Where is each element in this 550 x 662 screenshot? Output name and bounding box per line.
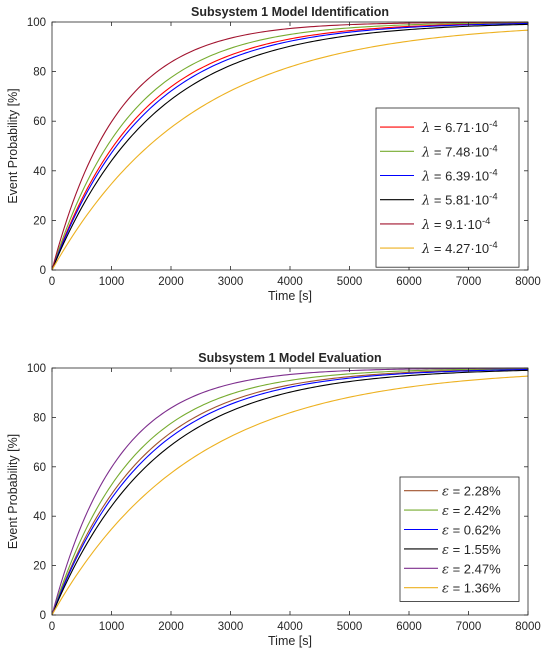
chart-1: 0 1000 2000 3000 4000 5000 6000 7000 8000 0 20 40 60… — [6, 5, 541, 303]
legend-entry-6: λ = 4.27·10-4 — [421, 240, 498, 257]
y-tick-label: 20 — [33, 561, 46, 573]
x-tick-label: 7000 — [456, 276, 482, 288]
y-tick-label: 60 — [33, 462, 46, 474]
series-line-2 — [51, 368, 529, 616]
x-tick-label: 8000 — [515, 276, 541, 288]
legend-entry-5: ε = 2.47% — [442, 561, 501, 577]
series-line-4 — [51, 23, 529, 271]
legend-entry-3: ε = 0.62% — [442, 523, 501, 539]
series-line-5 — [51, 367, 529, 616]
x-tick-label: 3000 — [218, 621, 244, 633]
legend-box — [399, 476, 520, 602]
x-tick-label: 6000 — [396, 276, 422, 288]
legend: ε = 2.28% ε = 2.42% ε = 0.62% ε = 1.55% ε = … — [399, 476, 520, 602]
chart-2: 0 1000 2000 3000 4000 5000 6000 7000 8000 0 20 40 60… — [6, 351, 541, 648]
x-axis-label: Time [s] — [268, 634, 312, 648]
x-tick-label: 0 — [49, 621, 55, 633]
legend: λ = 6.71·10-4 λ = 7.48·10-4 λ = 6.39·10-4 λ… — [375, 107, 520, 268]
series-line-5 — [51, 21, 529, 271]
y-tick-label: 100 — [27, 363, 46, 375]
series-line-2 — [51, 22, 529, 271]
legend-entry-1: λ = 6.71·10-4 — [421, 119, 498, 136]
legend-entry-5: λ = 9.1·10-4 — [421, 216, 490, 233]
legend-entry-3: λ = 6.39·10-4 — [421, 168, 498, 185]
legend-entry-1: ε = 2.28% — [442, 484, 501, 500]
x-tick-label: 1000 — [99, 621, 125, 633]
legend-box — [375, 107, 520, 268]
legend-entry-2: λ = 7.48·10-4 — [421, 143, 498, 160]
x-tick-label: 2000 — [158, 276, 184, 288]
x-tick-label: 4000 — [277, 276, 303, 288]
series-line-6 — [51, 375, 529, 616]
series-line-3 — [51, 368, 529, 616]
series-line-4 — [51, 369, 529, 616]
y-tick-label: 40 — [33, 511, 46, 523]
y-tick-label: 40 — [33, 166, 46, 178]
y-tick-label: 0 — [40, 265, 46, 277]
legend-entry-4: λ = 5.81·10-4 — [421, 192, 498, 209]
x-tick-label: 5000 — [337, 276, 363, 288]
x-tick-label: 2000 — [158, 621, 184, 633]
y-axis-label: Event Probability [%] — [6, 434, 20, 549]
x-tick-label: 1000 — [99, 276, 125, 288]
series-line-6 — [51, 29, 529, 271]
x-axis-label: Time [s] — [268, 289, 312, 303]
y-tick-label: 100 — [27, 17, 46, 29]
series-lines — [51, 367, 529, 616]
series-line-1 — [51, 22, 529, 271]
series-lines — [51, 21, 529, 271]
x-tick-label: 4000 — [277, 621, 303, 633]
y-axis-label: Event Probability [%] — [6, 88, 20, 203]
chart-title: Subsystem 1 Model Identification — [191, 5, 389, 19]
x-tick-label: 3000 — [218, 276, 244, 288]
legend-entry-6: ε = 1.36% — [442, 581, 501, 597]
y-tick-label: 20 — [33, 215, 46, 227]
chart-title: Subsystem 1 Model Evaluation — [198, 351, 381, 365]
x-tick-label: 7000 — [456, 621, 482, 633]
series-line-3 — [51, 22, 529, 271]
y-tick-label: 80 — [33, 412, 46, 424]
y-tick-label: 0 — [40, 610, 46, 622]
y-tick-label: 80 — [33, 67, 46, 79]
x-tick-label: 8000 — [515, 621, 541, 633]
y-tick-label: 60 — [33, 116, 46, 128]
x-tick-label: 0 — [49, 276, 55, 288]
legend-entry-4: ε = 1.55% — [442, 542, 501, 558]
x-tick-label: 6000 — [396, 621, 422, 633]
x-tick-label: 5000 — [337, 621, 363, 633]
legend-entry-2: ε = 2.42% — [442, 503, 501, 519]
series-line-1 — [51, 368, 529, 616]
